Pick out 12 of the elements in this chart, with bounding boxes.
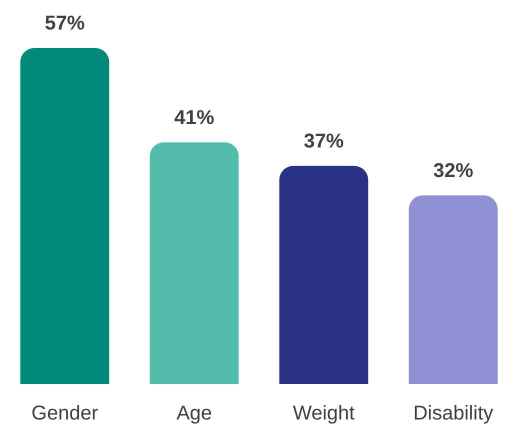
data-label: 32%	[433, 160, 474, 182]
bar	[408, 195, 498, 384]
x-tick-label: Age	[176, 402, 212, 425]
data-label: 41%	[174, 106, 214, 129]
data-label: 37%	[304, 130, 344, 152]
x-tick-label: Gender	[31, 402, 98, 425]
bar	[279, 166, 368, 384]
bar	[150, 142, 239, 384]
data-label: 57%	[44, 12, 85, 35]
bar	[20, 48, 110, 384]
x-tick-label: Disability	[413, 402, 494, 425]
x-tick-label: Weight	[292, 402, 356, 425]
